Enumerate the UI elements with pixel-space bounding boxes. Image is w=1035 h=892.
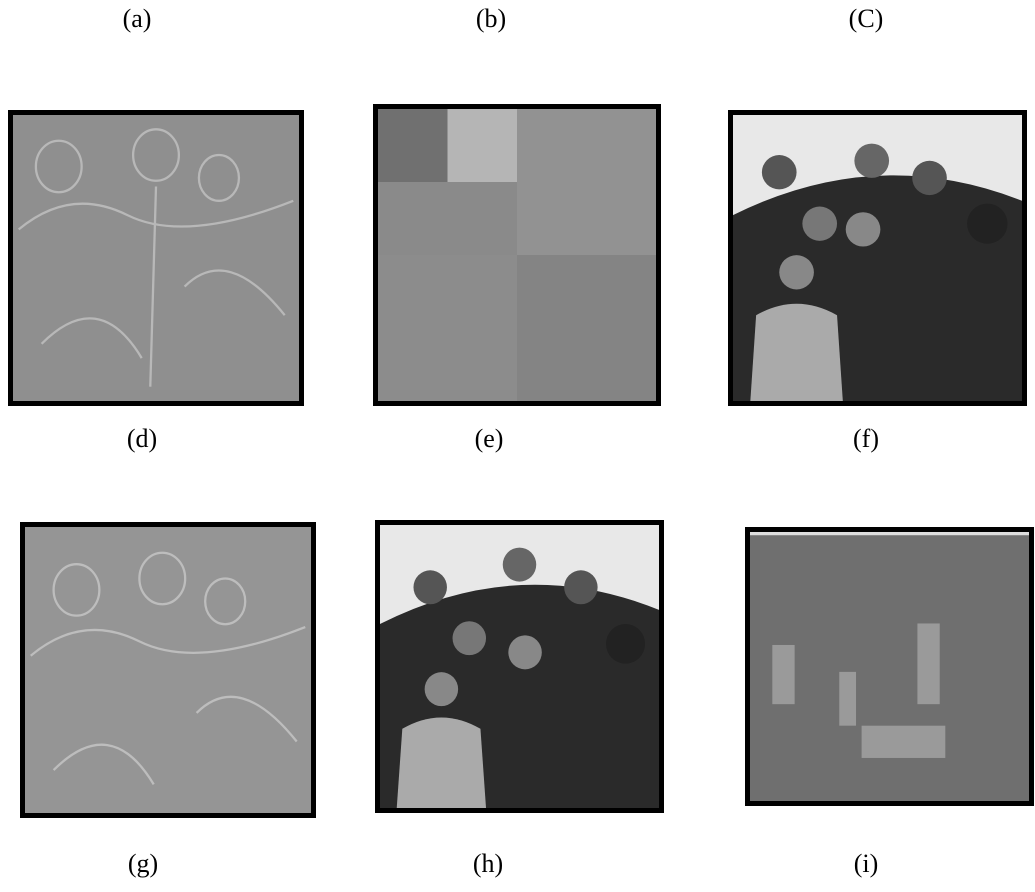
edge-image [8,110,304,406]
residual-image [745,527,1034,806]
panel-label: (d) [127,424,157,454]
panel-label: (e) [475,424,504,454]
panel-label: (b) [476,4,506,34]
panel-label: (i) [854,849,879,879]
panel-label: (f) [853,424,879,454]
panel-label: (a) [123,4,152,34]
panel-label: (C) [849,4,884,34]
panel-label: (g) [128,849,158,879]
photo-image [728,110,1027,406]
edge-image [20,522,316,818]
figure: (a) (b) (C) [0,0,1035,892]
panel-label: (h) [473,849,503,879]
wavelet-image [373,104,661,406]
photo-image [375,520,664,813]
